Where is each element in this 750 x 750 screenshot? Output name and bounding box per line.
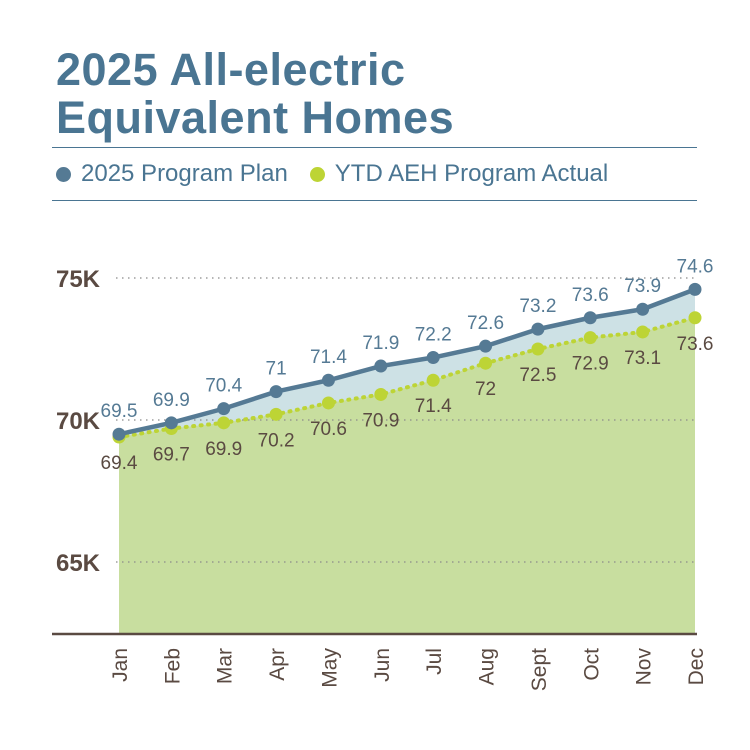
- actual-data-label-sept: 72.5: [519, 365, 556, 386]
- actual-data-label-feb: 69.7: [153, 445, 190, 466]
- plan-data-label-may: 71.4: [310, 347, 347, 368]
- actual-data-label-jan: 69.4: [101, 453, 138, 474]
- plan-data-label-mar: 70.4: [205, 376, 242, 397]
- actual-data-label-may: 70.6: [310, 419, 347, 440]
- legend-bottom-rule: [52, 200, 697, 201]
- actual-data-label-dec: 73.6: [677, 334, 714, 355]
- actual-point-jun: [374, 387, 388, 401]
- actual-data-label-nov: 73.1: [624, 348, 661, 369]
- legend-item-actual: YTD AEH Program Actual: [309, 160, 609, 188]
- x-tick-label-jun: Jun: [371, 648, 394, 682]
- plan-point-mar: [217, 402, 231, 416]
- legend-plan-label: 2025 Program Plan: [81, 160, 288, 187]
- plan-data-label-jan: 69.5: [101, 401, 138, 422]
- plan-data-label-dec: 74.6: [677, 256, 714, 277]
- actual-data-label-jun: 70.9: [362, 410, 399, 431]
- actual-point-mar: [217, 416, 231, 430]
- actual-point-nov: [636, 325, 650, 339]
- actual-series-line: [117, 315, 697, 440]
- actual-point-aug: [479, 356, 493, 370]
- x-tick-label-nov: Nov: [633, 648, 656, 686]
- x-tick-label-dec: Dec: [685, 648, 708, 685]
- plan-point-oct: [583, 311, 597, 325]
- x-tick-label-feb: Feb: [161, 648, 184, 684]
- actual-area: [119, 317, 695, 634]
- plan-data-label-jun: 71.9: [362, 333, 399, 354]
- actual-point-sept: [531, 342, 545, 356]
- plan-data-label-oct: 73.6: [572, 285, 609, 306]
- actual-data-label-apr: 70.2: [258, 430, 295, 451]
- plan-point-may: [321, 373, 335, 387]
- actual-point-jul: [426, 373, 440, 387]
- actual-point-dec: [688, 311, 702, 325]
- x-tick-label-sept: Sept: [528, 648, 551, 691]
- plan-data-label-feb: 69.9: [153, 390, 190, 411]
- legend-actual-label: YTD AEH Program Actual: [334, 160, 609, 187]
- plan-point-apr: [269, 385, 283, 399]
- actual-data-label-oct: 72.9: [572, 354, 609, 375]
- plan-data-label-apr: 71: [266, 359, 287, 380]
- actual-data-label-mar: 69.9: [205, 439, 242, 460]
- plan-data-label-nov: 73.9: [624, 276, 661, 297]
- x-tick-label-aug: Aug: [476, 648, 499, 685]
- actual-data-label-jul: 71.4: [415, 396, 452, 417]
- legend-top-rule: [52, 147, 697, 148]
- actual-point-apr: [269, 407, 283, 421]
- y-tick-label-75k: 75K: [56, 266, 101, 293]
- chart-title: 2025 All-electric Equivalent Homes: [56, 46, 454, 142]
- legend-plan-marker: [56, 166, 71, 182]
- plan-point-dec: [688, 282, 702, 296]
- chart-title-line-2: Equivalent Homes: [56, 92, 455, 143]
- legend: 2025 Program Plan YTD AEH Program Actual: [56, 160, 630, 188]
- actual-point-may: [321, 396, 335, 410]
- plan-series-line: [118, 287, 696, 437]
- x-tick-label-apr: Apr: [266, 648, 289, 681]
- plan-point-jan: [112, 427, 126, 441]
- legend-item-plan: 2025 Program Plan: [56, 160, 288, 188]
- actual-point-oct: [583, 331, 597, 345]
- plan-data-label-jul: 72.2: [415, 325, 452, 346]
- x-tick-label-oct: Oct: [580, 648, 603, 681]
- plan-point-nov: [636, 302, 650, 316]
- chart-title-line-1: 2025 All-electric: [56, 44, 406, 95]
- plan-point-sept: [531, 322, 545, 336]
- x-tick-label-jan: Jan: [109, 648, 132, 682]
- y-tick-label-70k: 70K: [56, 408, 101, 435]
- x-tick-label-jul: Jul: [423, 648, 446, 675]
- legend-actual-marker: [309, 166, 325, 182]
- plan-point-aug: [479, 339, 493, 353]
- plan-data-label-sept: 73.2: [519, 296, 556, 317]
- x-tick-label-mar: Mar: [214, 648, 237, 684]
- y-tick-label-65k: 65K: [56, 550, 101, 577]
- plan-point-jun: [374, 359, 388, 373]
- plan-point-feb: [164, 416, 178, 430]
- plan-data-label-aug: 72.6: [467, 313, 504, 334]
- plan-point-jul: [426, 351, 440, 365]
- x-tick-label-may: May: [318, 648, 341, 688]
- actual-data-label-aug: 72: [475, 379, 496, 400]
